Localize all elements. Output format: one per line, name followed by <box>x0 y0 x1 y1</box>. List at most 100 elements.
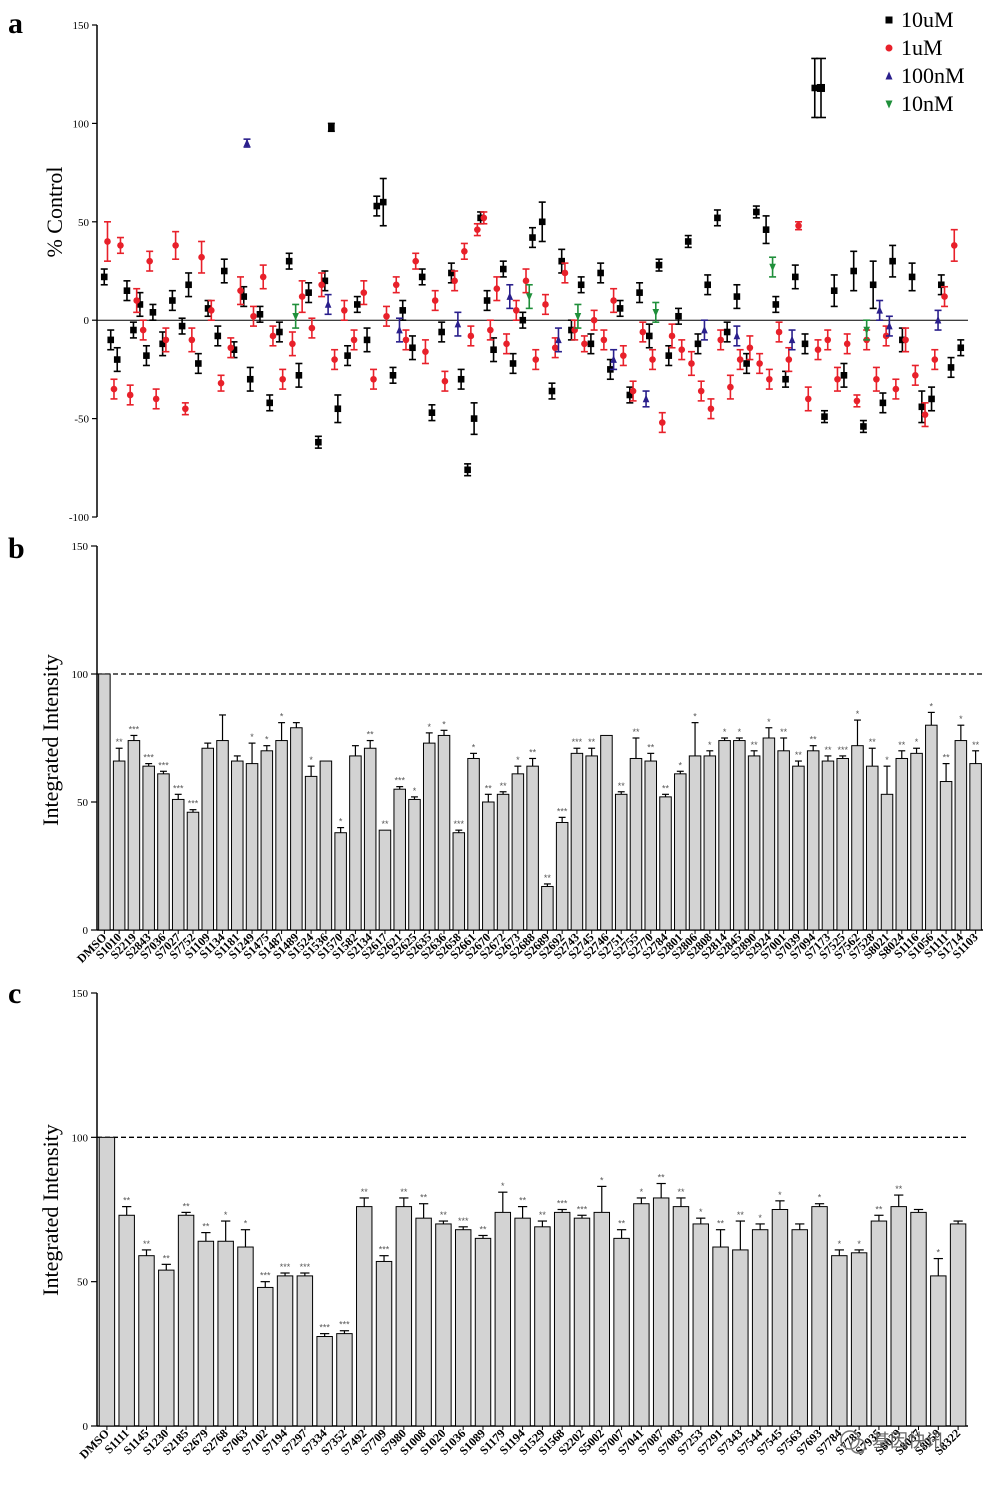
panel-a-point <box>704 281 711 289</box>
bar <box>260 750 274 931</box>
bar <box>526 765 539 931</box>
bar <box>216 740 229 931</box>
panel-a-point <box>441 377 449 385</box>
panel-a-point <box>146 257 153 265</box>
panel-a-point <box>843 340 851 348</box>
panel-a-point <box>532 356 540 363</box>
panel-a-point <box>409 344 416 352</box>
panel-a-point <box>292 312 299 321</box>
panel-a-point <box>548 387 556 395</box>
bar <box>792 765 805 931</box>
bar <box>930 1275 947 1427</box>
significance-stars: ** <box>677 1187 685 1197</box>
panel-a-point <box>610 297 617 304</box>
watermark-text: 基因快讯 <box>872 1431 944 1452</box>
panel-a-point <box>558 257 565 265</box>
panel-a-point <box>912 372 919 379</box>
bar <box>197 1240 215 1427</box>
panel-a-point <box>428 409 436 416</box>
panel-a-point <box>795 222 802 230</box>
panel-a-axes: -100 -50 0 50 100 150 <box>69 20 968 524</box>
significance-stars: *** <box>557 1199 568 1209</box>
significance-stars: ** <box>529 747 537 757</box>
panel-a-point <box>850 267 857 275</box>
significance-stars: * <box>427 722 431 732</box>
panel-a-point <box>655 261 663 269</box>
significance-stars: * <box>244 1219 248 1229</box>
bar <box>237 1246 254 1427</box>
panel-a-point <box>941 293 948 300</box>
panel-a-point <box>918 403 926 411</box>
panel-a-series-0 <box>100 57 965 477</box>
panel-a-point <box>902 336 909 344</box>
significance-stars: * <box>915 737 919 747</box>
significance-stars: ** <box>824 745 832 755</box>
panel-a-series-3 <box>292 256 871 341</box>
significance-stars: ** <box>737 1210 745 1220</box>
panel-a-point <box>665 352 673 359</box>
panel-a: a % Control -100 -50 0 50 100 150 10uM 1uM 100n… <box>8 7 968 524</box>
panel-a-point <box>318 281 325 289</box>
significance-stars: *** <box>572 737 583 747</box>
legend-label-1: 1uM <box>901 35 943 60</box>
panel-a-point <box>133 297 140 304</box>
bar <box>688 755 702 931</box>
bar <box>949 1223 967 1427</box>
panel-a-point <box>727 383 734 391</box>
panel-a-point <box>208 307 215 314</box>
bar <box>231 760 244 931</box>
significance-stars: ** <box>400 1187 408 1197</box>
panel-a-point <box>139 326 147 334</box>
bar <box>811 1206 828 1427</box>
panel-a-point <box>285 257 293 265</box>
bar <box>393 788 406 931</box>
significance-stars: ** <box>519 1196 527 1206</box>
panel-a-point <box>636 289 643 296</box>
panel-a-point <box>451 277 458 285</box>
bar <box>177 1214 195 1427</box>
panel-a-point <box>204 305 212 312</box>
panel-a-point <box>782 375 789 383</box>
panel-a-point <box>269 332 277 340</box>
panel-a-point <box>824 336 832 344</box>
panel-a-point <box>214 332 222 340</box>
panel-a-point <box>658 419 666 426</box>
significance-stars: *** <box>339 1320 350 1330</box>
panel-a-point <box>769 263 776 272</box>
significance-stars: * <box>250 732 254 742</box>
significance-stars: ** <box>717 1219 725 1229</box>
panel-a-point <box>500 265 507 273</box>
bar <box>375 1260 393 1427</box>
panel-a-point <box>503 340 510 348</box>
panel-a-point <box>551 344 559 352</box>
panel-a-point <box>448 269 455 277</box>
panel-a-point <box>198 253 205 261</box>
panel-a-point <box>629 387 637 395</box>
significance-stars: ** <box>544 873 552 883</box>
panel-a-point <box>324 300 332 308</box>
panel-a-point <box>733 331 741 340</box>
panel-a-point <box>117 242 124 249</box>
bar <box>791 1229 808 1427</box>
significance-stars: * <box>280 712 284 722</box>
panel-a-series-1 <box>103 211 958 434</box>
panel-a-point <box>100 273 108 281</box>
bar <box>319 760 333 931</box>
ytick-label: 100 <box>72 669 89 681</box>
significance-stars: ** <box>751 740 759 750</box>
panel-a-point <box>289 340 296 348</box>
panel-a-point <box>379 198 387 206</box>
significance-stars: ** <box>795 750 803 760</box>
panel-a-point <box>581 340 588 348</box>
bar <box>157 773 170 931</box>
panel-a-point <box>688 360 695 367</box>
bar <box>850 1252 868 1427</box>
bar <box>613 1237 630 1427</box>
significance-stars: ** <box>810 735 818 745</box>
significance-stars: * <box>699 1207 703 1217</box>
panel-a-point <box>610 355 617 363</box>
panel-a-point <box>804 395 812 403</box>
bar <box>633 1203 650 1427</box>
